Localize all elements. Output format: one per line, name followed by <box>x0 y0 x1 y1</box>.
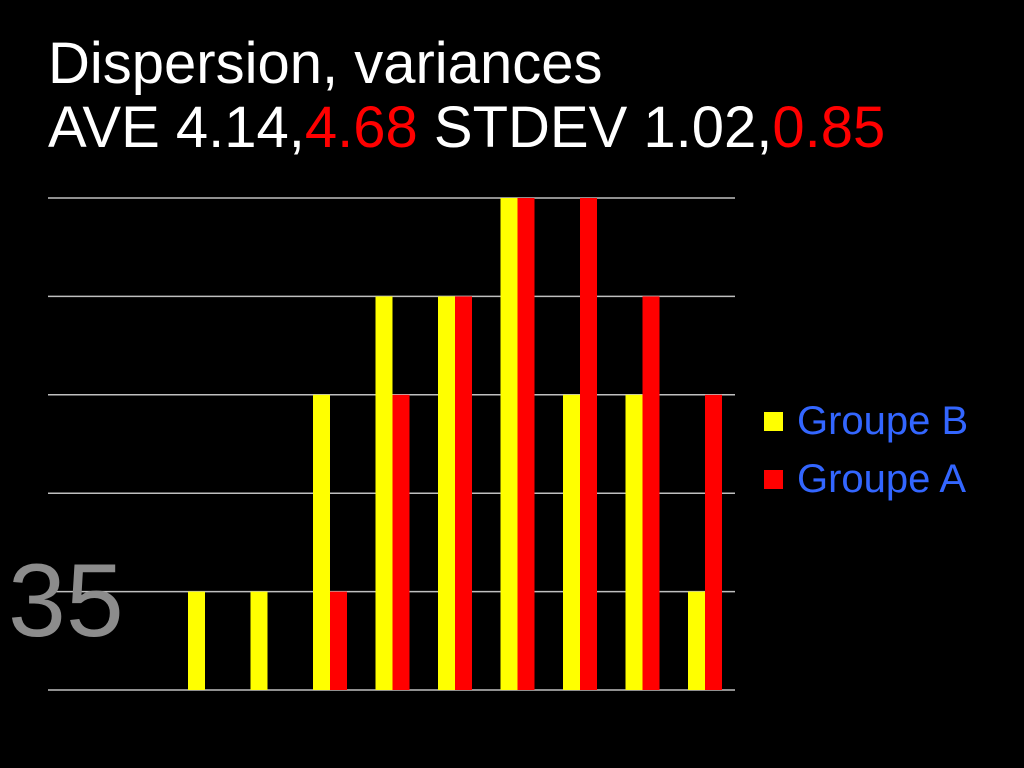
bar-groupe-a <box>517 198 535 690</box>
slide-title: Dispersion, variances AVE 4.14,4.68 STDE… <box>48 32 885 160</box>
bar-groupe-a <box>455 296 472 690</box>
bar-groupe-a <box>392 394 410 690</box>
slide-number: 35 <box>8 543 124 659</box>
bar-groupe-b <box>688 591 705 690</box>
bar-groupe-b <box>375 296 393 690</box>
bar-groupe-b <box>250 591 268 690</box>
title-stdev-a: 0.85 <box>772 95 886 160</box>
title-line-2: AVE 4.14,4.68 STDEV 1.02,0.85 <box>48 96 885 160</box>
bar-groupe-b <box>188 591 205 690</box>
bar-groupe-b <box>625 394 643 690</box>
legend-swatch-groupe-a <box>764 469 783 489</box>
bar-groupe-b <box>500 198 518 690</box>
title-line-1: Dispersion, variances <box>48 31 603 96</box>
bar-groupe-a <box>642 296 660 690</box>
bar-groupe-a <box>580 198 597 690</box>
bar-groupe-b <box>438 296 455 690</box>
legend-item-groupe-a: Groupe A <box>764 450 968 508</box>
legend-swatch-groupe-b <box>764 411 783 431</box>
chart-legend: Groupe B Groupe A <box>764 392 968 508</box>
bar-groupe-a <box>330 591 347 690</box>
bar-groupe-b <box>313 394 330 690</box>
legend-label-groupe-a: Groupe A <box>797 457 967 501</box>
title-ave-a: 4.68 <box>304 95 418 160</box>
bar-groupe-a <box>705 394 722 690</box>
title-stdev-label: STDEV 1.02, <box>417 95 773 160</box>
title-ave-label: AVE 4.14, <box>48 95 305 160</box>
bar-groupe-b <box>563 394 580 690</box>
legend-label-groupe-b: Groupe B <box>797 399 969 443</box>
legend-item-groupe-b: Groupe B <box>764 392 968 450</box>
